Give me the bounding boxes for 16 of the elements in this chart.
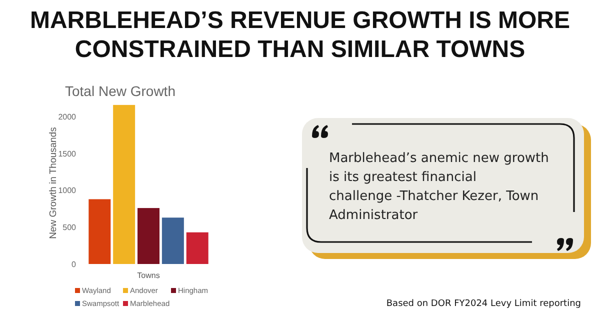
text: MARBLEHEAD’S REVENUE GROWTH IS MORE CONSTRAINED THAN SIMILAR TOWNS	[30, 7, 570, 63]
y-tick-label: 1500	[58, 149, 77, 158]
bar	[162, 218, 184, 264]
y-tick-label: 500	[62, 222, 77, 232]
bar	[88, 199, 111, 264]
chart-subtitle: Total New Growth	[65, 83, 176, 99]
y-tick-label: 2000	[58, 112, 77, 122]
bar	[138, 208, 160, 264]
y-axis-title: New Growth in Thousands	[48, 126, 59, 239]
bar	[113, 104, 136, 264]
bar	[186, 232, 208, 264]
y-tick-label: 1000	[58, 186, 77, 196]
y-tick-label: 0	[72, 260, 77, 269]
text: Marblehead’s anemic new growth is its greatest financial challenge -Thatcher Kezer, Town Administrator	[329, 151, 549, 223]
text: Based on DOR FY2024 Levy Limit reporting	[386, 299, 581, 309]
x-axis-title: Towns	[137, 271, 160, 280]
